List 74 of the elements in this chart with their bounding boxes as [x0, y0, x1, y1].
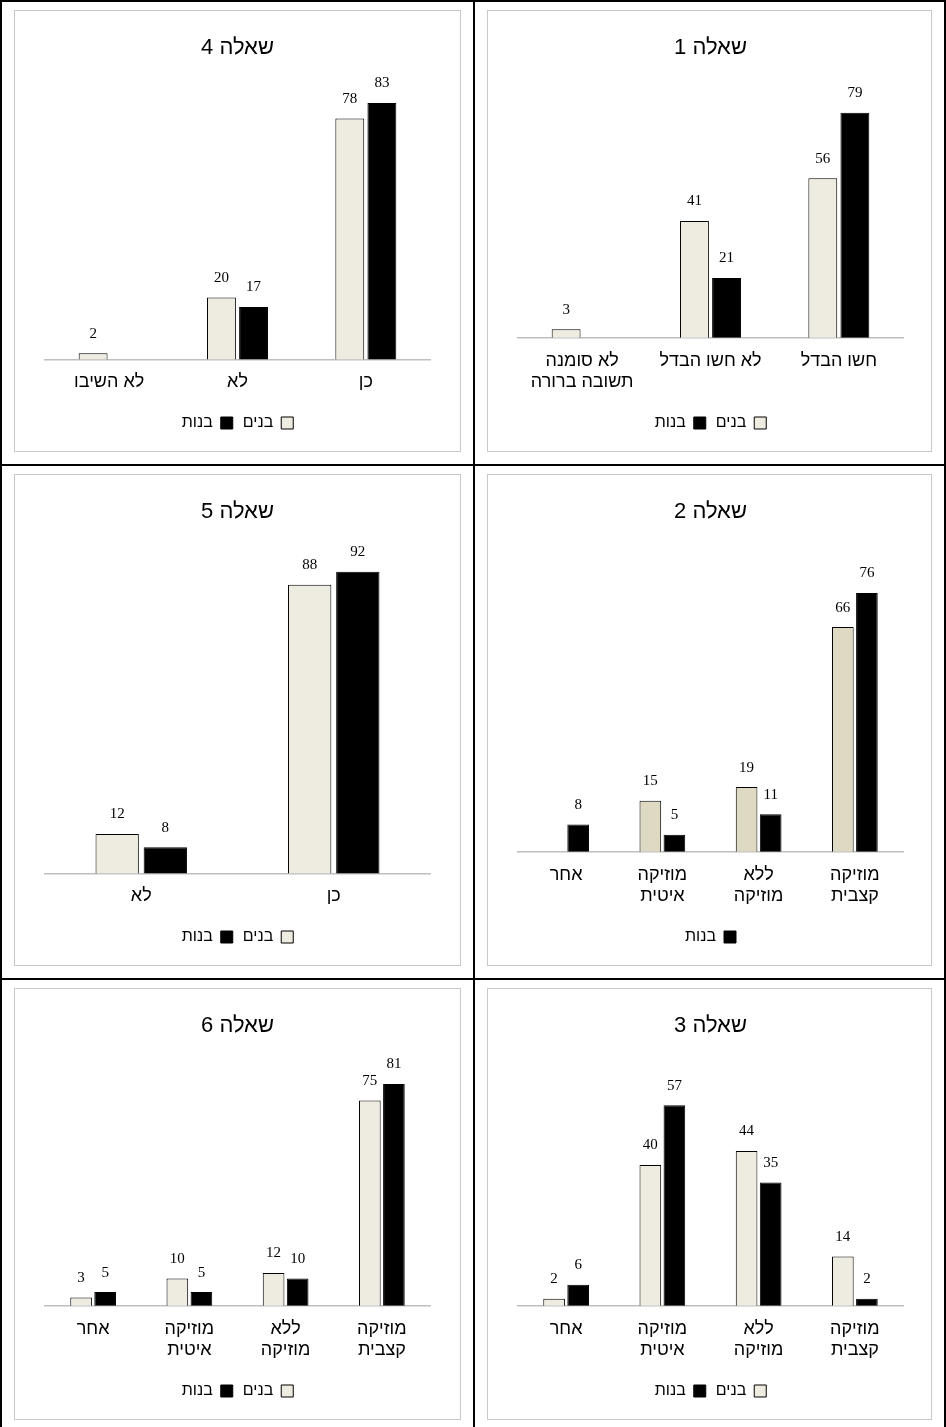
x-tick-label: לא — [227, 371, 248, 392]
data-label: 12 — [109, 805, 125, 822]
data-label: 19 — [739, 758, 755, 775]
data-label: 56 — [815, 149, 831, 166]
x-tick-label: מוזיקה קצבית — [357, 1317, 407, 1360]
chart-title: שאלה 3 — [674, 1012, 747, 1038]
legend-label: בנות — [684, 927, 717, 945]
data-label: 21 — [719, 249, 735, 266]
legend-label: בנים — [242, 413, 274, 431]
chart-title: שאלה 1 — [674, 34, 747, 60]
x-tick-label: אחר — [76, 1317, 111, 1338]
data-label: 79 — [847, 84, 863, 101]
x-tick-label: כן — [326, 885, 341, 906]
legend-label: בנות — [654, 413, 687, 431]
data-label: 92 — [350, 543, 366, 560]
data-label: 3 — [562, 300, 570, 317]
x-tick-label: מוזיקה איטית — [637, 1317, 688, 1360]
data-label: 14 — [835, 1227, 851, 1244]
data-label: 57 — [666, 1076, 683, 1093]
data-label: 75 — [362, 1071, 378, 1088]
data-label: 2 — [550, 1270, 558, 1287]
x-tick-label: ללא מוזיקה — [260, 1317, 311, 1360]
data-label: 40 — [642, 1136, 658, 1153]
legend-label: בנות — [181, 413, 214, 431]
legend-label: בנים — [715, 1381, 747, 1399]
legend-label: בנים — [242, 927, 274, 945]
chart-title: שאלה 5 — [201, 498, 274, 524]
data-label: 41 — [686, 192, 702, 209]
data-label: 35 — [763, 1154, 779, 1171]
x-tick-label: אחר — [549, 863, 584, 884]
x-tick-label: חשו הבדל — [800, 349, 878, 370]
data-label: 5 — [197, 1263, 206, 1280]
x-tick-label: לא — [130, 885, 152, 906]
x-tick-label: מוזיקה קצבית — [830, 863, 880, 906]
data-label: 76 — [859, 564, 875, 581]
chart-title: שאלה 4 — [201, 34, 274, 60]
data-label: 78 — [342, 89, 358, 106]
x-tick-label: אחר — [549, 1317, 584, 1338]
x-tick-label: כן — [358, 371, 373, 392]
x-tick-label: מוזיקה קצבית — [830, 1317, 880, 1360]
data-label: 81 — [386, 1055, 402, 1072]
data-label: 10 — [290, 1249, 306, 1266]
data-label: 83 — [374, 74, 390, 91]
data-label: 2 — [863, 1270, 871, 1287]
data-label: 12 — [266, 1244, 282, 1261]
x-tick-label: מוזיקה איטית — [637, 863, 688, 906]
x-tick-label: לא השיבו — [74, 371, 145, 392]
legend-label: בנים — [715, 413, 747, 431]
x-tick-label: ללא מוזיקה — [733, 1317, 784, 1360]
data-label: 5 — [670, 806, 679, 823]
x-tick-label: לא חשו הבדל — [659, 349, 762, 370]
data-label: 15 — [642, 772, 658, 789]
data-label: 10 — [169, 1249, 185, 1266]
data-label: 17 — [246, 278, 262, 295]
legend-label: בנות — [181, 927, 214, 945]
chart-title: שאלה 2 — [674, 498, 747, 524]
data-label: 66 — [835, 598, 851, 615]
legend-label: בנים — [242, 1381, 274, 1399]
data-label: 5 — [101, 1263, 109, 1280]
legend-label: בנות — [181, 1381, 214, 1399]
data-label: 2 — [89, 324, 97, 341]
x-tick-label: מוזיקה איטית — [164, 1317, 215, 1360]
data-label: 20 — [213, 269, 229, 286]
data-label: 3 — [77, 1269, 85, 1286]
x-tick-label: לא סומנה תשובה ברורה — [530, 349, 634, 392]
x-tick-label: ללא מוזיקה — [733, 863, 784, 906]
chart-title: שאלה 6 — [201, 1012, 274, 1038]
data-label: 11 — [763, 785, 778, 802]
legend-label: בנות — [654, 1381, 687, 1399]
data-label: 8 — [574, 796, 582, 812]
data-label: 6 — [574, 1256, 583, 1273]
data-label: 88 — [302, 556, 318, 573]
data-label: 8 — [161, 818, 170, 835]
data-label: 44 — [739, 1122, 755, 1139]
